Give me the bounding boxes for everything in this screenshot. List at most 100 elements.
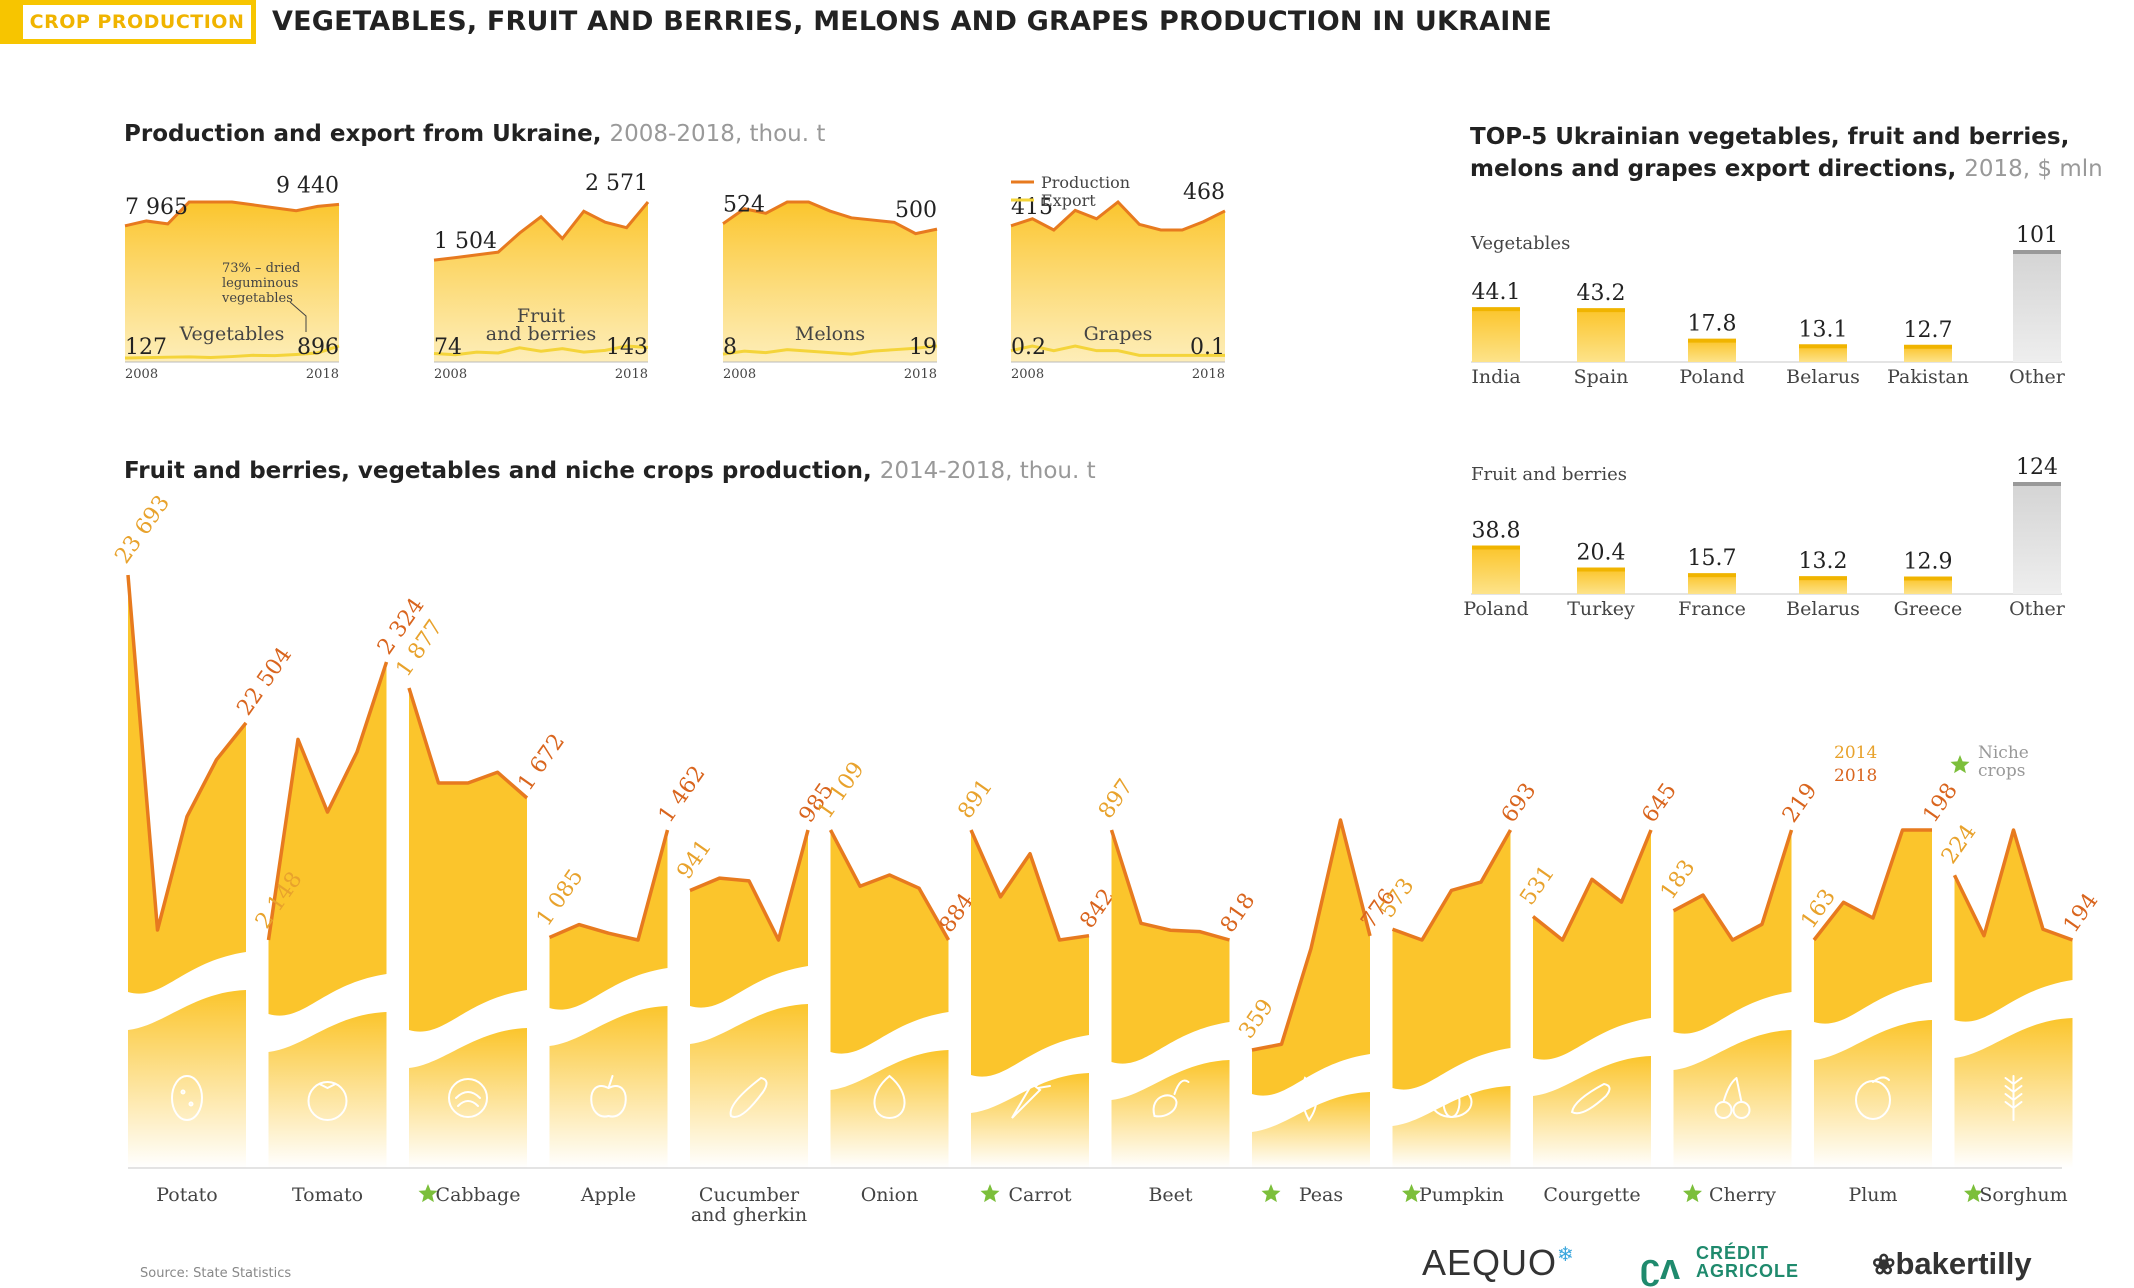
crop-label: Cherry	[1709, 1184, 1776, 1206]
production-area	[1011, 202, 1225, 362]
production-export-subtitle: 2008-2018, thou. t	[609, 121, 826, 147]
end-export-label: 143	[606, 335, 648, 360]
crop-upper-area	[1252, 820, 1370, 1096]
niche-star-icon	[980, 1184, 1000, 1203]
x-start-label: 2008	[723, 367, 756, 382]
small-chart-vegetables: 7 965 9 440 127 896 2008 2018 Vegetables	[124, 173, 340, 382]
legend-niche-line2: crops	[1978, 761, 2026, 781]
aequo-logo-text: AEQUO	[1422, 1242, 1558, 1283]
top5-value-label: 124	[2016, 455, 2058, 480]
top5-category-label: Greece	[1894, 598, 1963, 620]
legend-export-label: Export	[1041, 191, 1096, 210]
crop-lower-area	[268, 1012, 387, 1168]
niche-star-icon	[1402, 1184, 1421, 1203]
small-chart-melons: 524 500 8 19 2008 2018 Melons	[722, 193, 938, 382]
crop-upper-area	[1954, 830, 2073, 1022]
top5-value-label: 38.8	[1472, 518, 1521, 543]
label-2018: 194	[2059, 889, 2104, 938]
pumpkin-icon	[1430, 1079, 1473, 1118]
top5-bar	[1472, 547, 1520, 594]
inner-label: Fruit	[517, 305, 566, 327]
niche-star-icon	[1261, 1184, 1281, 1203]
snowflake-icon: ❄	[1557, 1244, 1575, 1266]
crop-line	[969, 829, 1090, 942]
end-production-label: 468	[1183, 180, 1225, 205]
bakertilly-logo: ❀bakertilly	[1872, 1246, 2032, 1282]
end-production-label: 500	[895, 198, 937, 223]
crop-upper-area	[1111, 830, 1230, 1064]
label-2014: 531	[1515, 861, 1560, 910]
crop-lower-area	[128, 990, 246, 1168]
page-title: VEGETABLES, FRUIT AND BERRIES, MELONS AN…	[272, 6, 1552, 37]
x-end-label: 2018	[615, 367, 648, 382]
label-2018: 219	[1778, 779, 1823, 828]
cucumber-icon	[729, 1076, 768, 1118]
top5-bar	[1799, 346, 1847, 362]
export-line	[433, 344, 649, 357]
crop-label: Cabbage	[436, 1184, 521, 1206]
label-2014: 224	[1937, 820, 1982, 869]
label-2014: 359	[1234, 995, 1279, 1044]
crop-line	[548, 829, 670, 942]
tomato-shape	[307, 1081, 348, 1121]
cucumber-shape	[729, 1076, 768, 1118]
courgette-icon	[1570, 1082, 1611, 1115]
crop-line	[266, 661, 389, 941]
top5-value-label: 43.2	[1577, 281, 1626, 306]
top5-subtitle: 2018, $ mln	[1964, 156, 2103, 182]
label-2018: 198	[1918, 779, 1963, 828]
crops-subtitle: 2014-2018, thou. t	[879, 458, 1096, 484]
onion-shape	[873, 1074, 906, 1120]
peas-icon	[1300, 1076, 1317, 1122]
top5-bar	[1577, 310, 1625, 362]
end-production-label: 9 440	[276, 173, 339, 198]
pumpkin-stem	[1450, 1079, 1455, 1088]
crop-label: Cucumber	[699, 1184, 800, 1206]
apple-shape	[590, 1085, 627, 1118]
label-2018: 1 672	[513, 730, 570, 796]
start-production-label: 7 965	[125, 195, 188, 220]
crop-lower-area	[1814, 1020, 1932, 1168]
crop-upper-area	[830, 830, 949, 1054]
crop-label: Peas	[1299, 1184, 1343, 1206]
apple-stem	[607, 1075, 614, 1089]
legend-niche-line1: Niche	[1978, 743, 2029, 763]
crop-label: Onion	[861, 1184, 919, 1206]
top5-value-label: 20.4	[1577, 541, 1626, 566]
crop-lower-area	[971, 1073, 1089, 1168]
section-tag: CROP PRODUCTION	[0, 0, 256, 44]
source-note: Source: State Statistics	[140, 1266, 292, 1281]
x-start-label: 2008	[1011, 367, 1044, 382]
top5-category-label: Belarus	[1786, 366, 1860, 388]
top5-category-label: Belarus	[1786, 598, 1860, 620]
note-pointer	[289, 301, 307, 332]
top5-category-label: Other	[2009, 598, 2066, 620]
legend-niche-star-icon	[1950, 755, 1970, 774]
crop-lower-area	[1533, 1056, 1651, 1168]
sorghum-grain	[2004, 1101, 2023, 1109]
top5-title-line2: melons and grapes export directions,	[1470, 156, 1957, 182]
production-line	[433, 201, 650, 262]
production-area	[434, 202, 648, 362]
top5-group-label: Fruit and berries	[1471, 464, 1627, 485]
top5-bar	[2013, 484, 2061, 594]
start-export-label: 8	[723, 335, 737, 360]
pea	[1308, 1091, 1314, 1097]
crop-label: Tomato	[292, 1184, 363, 1206]
top5-bar	[1904, 578, 1952, 594]
crop-lower-area	[1111, 1060, 1230, 1168]
inner-label: Vegetables	[179, 323, 285, 345]
niche-star-icon	[1964, 1184, 1983, 1203]
inner-label: Melons	[795, 323, 865, 345]
top5-group-label: Vegetables	[1470, 233, 1570, 254]
plum-leaf	[1872, 1076, 1890, 1083]
export-line	[124, 344, 340, 360]
start-export-label: 127	[125, 335, 167, 360]
top5-value-label: 12.9	[1904, 550, 1953, 575]
